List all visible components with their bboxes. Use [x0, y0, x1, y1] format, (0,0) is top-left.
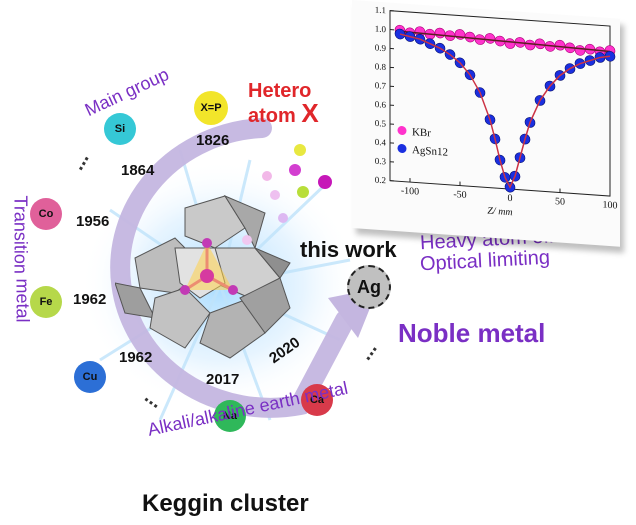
kbr-point: [534, 38, 546, 50]
x-tick-label: 100: [603, 200, 618, 212]
legend-kbr-marker: [397, 125, 407, 136]
keggin-cluster-image: [115, 194, 291, 359]
transition-metal-label-2: metal: [12, 278, 33, 323]
kbr-fit-line: [399, 30, 611, 53]
agsn-point: [394, 28, 406, 40]
element-ball-si: Si: [104, 113, 136, 145]
legend-kbr-label: KBr: [412, 126, 431, 139]
x-tick-label: -50: [453, 189, 466, 201]
element-ball-co: Co: [30, 198, 62, 230]
optical-limiting-chart: 0.2 0.3 0.4 0.5 0.6 0.7 0.8 0.9 1.0 1.1 -100 -50 0 50…: [375, 5, 618, 219]
y-tick-label: 0.9: [375, 42, 387, 53]
year-2017: 2017: [206, 371, 240, 388]
year-1864: 1864: [121, 162, 155, 179]
kbr-point: [454, 29, 466, 40]
x-axis-label: Z/ mm: [487, 205, 512, 218]
y-tick-label: 0.8: [375, 61, 387, 72]
x-tick-label: -100: [401, 185, 419, 197]
year-1826: 1826: [196, 132, 230, 149]
year-1962-cu: 1962: [119, 349, 153, 366]
kbr-point: [574, 45, 586, 56]
kbr-point: [434, 27, 446, 39]
y-tick-label: 1.0: [375, 23, 387, 34]
year-1956: 1956: [76, 213, 110, 230]
kbr-point: [524, 39, 536, 51]
element-ball-ca: Ca: [301, 384, 333, 416]
y-tick-label: 0.2: [375, 175, 386, 186]
kbr-point: [484, 33, 496, 44]
this-work-label: this work: [300, 237, 397, 262]
chart-panel: 0.2 0.3 0.4 0.5 0.6 0.7 0.8 0.9 1.0 1.1 -100 -50 0 50…: [352, 0, 620, 247]
y-tick-label: 0.5: [375, 118, 387, 129]
hetero-atom-dots: [242, 144, 332, 245]
kbr-point: [504, 38, 516, 49]
y-tick-label: 1.1: [375, 5, 386, 16]
element-ball-fe: Fe: [30, 286, 62, 318]
y-tick-label: 0.3: [375, 156, 387, 167]
legend-agsn-label: AgSn12: [412, 144, 448, 159]
agsn-fit-line: [399, 33, 611, 189]
kbr-point: [464, 31, 476, 43]
y-tick-label: 0.4: [375, 137, 387, 148]
noble-metal-label: Noble metal: [398, 318, 546, 348]
kbr-point: [554, 39, 566, 51]
x-tick-label: 0: [508, 193, 513, 204]
keggin-cluster-title: Keggin cluster: [142, 490, 309, 517]
chart-frame: [389, 10, 611, 197]
element-ball-na: Na: [214, 400, 246, 432]
element-ball-ag: Ag: [347, 265, 391, 309]
hetero-atom-label: Hetero atom X: [248, 80, 319, 128]
element-ball-cu: Cu: [74, 361, 106, 393]
year-1962-fe: 1962: [73, 291, 107, 308]
element-ball-xp: X=P: [194, 91, 228, 125]
y-tick-label: 0.6: [375, 99, 387, 110]
y-tick-label: 0.7: [375, 80, 387, 91]
legend-agsn-marker: [397, 143, 407, 154]
x-tick-label: 50: [555, 196, 565, 208]
